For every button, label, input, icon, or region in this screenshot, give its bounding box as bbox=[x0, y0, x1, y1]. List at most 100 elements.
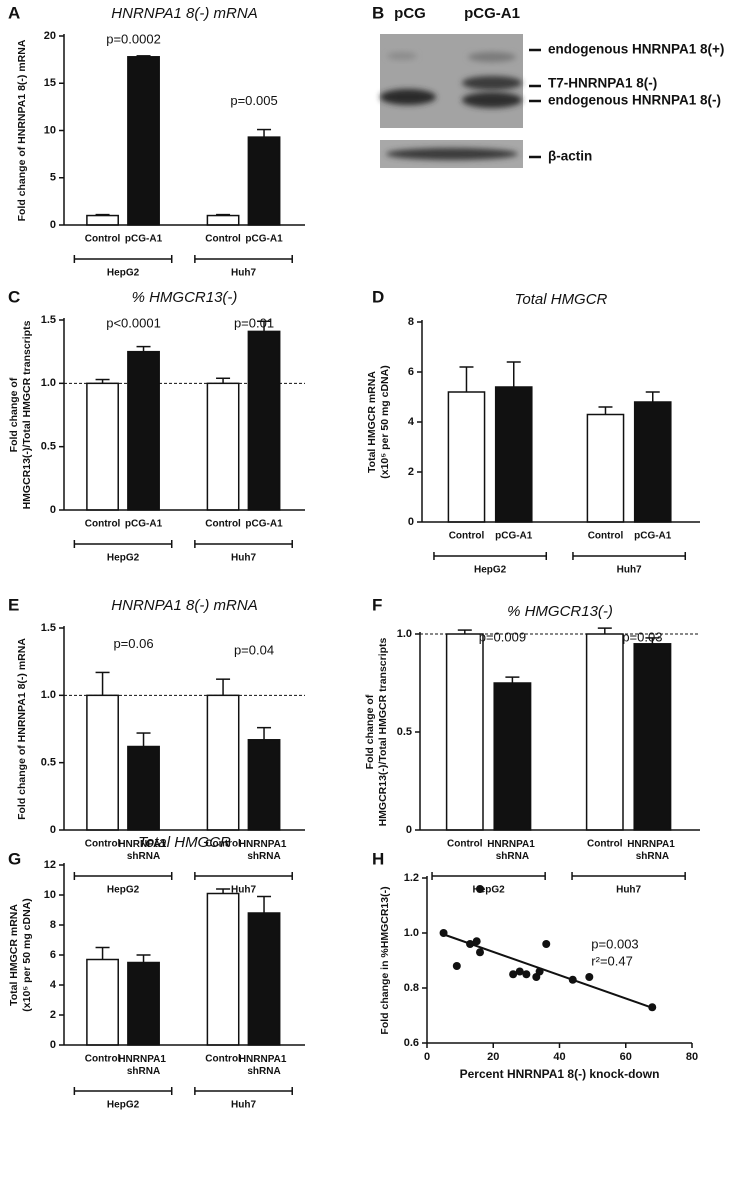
p-value: p=0.04 bbox=[234, 643, 274, 658]
fit-line bbox=[443, 933, 653, 1009]
y-tick-label: 0 bbox=[50, 824, 56, 836]
x-tick-label: HNRNPA1 shRNA bbox=[118, 1054, 168, 1077]
bar bbox=[494, 386, 533, 523]
x-tick-label: HNRNPA1 shRNA bbox=[239, 839, 289, 862]
bar bbox=[247, 330, 281, 511]
y-axis-label: Fold change of bbox=[364, 694, 376, 769]
x-tick-label: 0 bbox=[424, 1051, 430, 1063]
y-tick-label: 0.5 bbox=[41, 441, 56, 453]
x-tick-label: Control bbox=[205, 839, 241, 850]
x-tick-label: HNRNPA1 shRNA bbox=[239, 1054, 289, 1077]
y-tick-label: 4 bbox=[408, 416, 415, 428]
bar bbox=[127, 961, 160, 1046]
y-axis-label: Total HMGCR mRNA bbox=[366, 371, 378, 473]
p-value: p=0.01 bbox=[234, 315, 274, 330]
y-tick-label: 10 bbox=[44, 124, 56, 136]
bar bbox=[585, 633, 624, 831]
chart-title: HNRNPA1 8(-) mRNA bbox=[111, 5, 257, 22]
y-tick-label: 8 bbox=[408, 316, 414, 328]
group-label: Huh7 bbox=[231, 553, 256, 564]
group-label: Huh7 bbox=[617, 565, 642, 576]
x-tick-label: Control bbox=[85, 839, 121, 850]
bar bbox=[447, 391, 486, 523]
blot-band bbox=[468, 52, 516, 62]
p-value: p=0.005 bbox=[230, 93, 277, 108]
x-tick-label: 80 bbox=[686, 1051, 698, 1063]
y-axis-label: HMGCR13(-)/Total HMGCR transcripts bbox=[377, 637, 389, 826]
blot-band bbox=[462, 92, 522, 108]
panel-letter: B bbox=[372, 3, 384, 22]
group-label: Huh7 bbox=[231, 1100, 256, 1111]
y-tick-label: 0.5 bbox=[41, 757, 56, 769]
x-tick-label: 40 bbox=[553, 1051, 565, 1063]
band-label: endogenous HNRNPA1 8(+) bbox=[548, 42, 724, 57]
group-label: HepG2 bbox=[474, 565, 507, 576]
blot-band bbox=[387, 52, 417, 60]
chart-title: Total HMGCR bbox=[138, 834, 231, 851]
x-tick-label: Control bbox=[85, 519, 121, 530]
x-tick-label: 20 bbox=[487, 1051, 499, 1063]
annotation: r²=0.47 bbox=[591, 953, 633, 968]
point bbox=[476, 885, 484, 893]
y-tick-label: 20 bbox=[44, 30, 56, 42]
bar bbox=[247, 912, 281, 1046]
x-tick-label: pCG-A1 bbox=[245, 519, 283, 530]
y-axis-label: Total HMGCR mRNA bbox=[8, 904, 20, 1006]
y-tick-label: 6 bbox=[50, 949, 56, 961]
p-value: p=0.0002 bbox=[106, 31, 161, 46]
group-label: HepG2 bbox=[107, 553, 140, 564]
x-tick-label: Control bbox=[447, 839, 483, 850]
group-label: HepG2 bbox=[472, 885, 505, 896]
x-tick-label: HNRNPA1 shRNA bbox=[118, 839, 168, 862]
y-tick-label: 0 bbox=[50, 1039, 56, 1051]
bar bbox=[206, 382, 240, 511]
x-tick-label: Control bbox=[449, 531, 485, 542]
y-tick-label: 15 bbox=[44, 77, 56, 89]
y-tick-label: 1.5 bbox=[41, 622, 56, 634]
x-tick-label: Control bbox=[85, 234, 121, 245]
y-tick-label: 1.0 bbox=[397, 628, 412, 640]
band-label: T7-HNRNPA1 8(-) bbox=[548, 76, 657, 91]
point bbox=[535, 967, 544, 976]
y-tick-label: 2 bbox=[50, 1009, 56, 1021]
y-tick-label: 10 bbox=[44, 889, 56, 901]
p-value: p=0.03 bbox=[622, 629, 662, 644]
y-tick-label: 1.5 bbox=[41, 314, 56, 326]
y-axis-label: Fold change in %HMGCR13(-) bbox=[379, 886, 391, 1034]
group-label: Huh7 bbox=[231, 268, 256, 279]
bar bbox=[86, 382, 119, 511]
bar bbox=[127, 745, 160, 831]
x-tick-label: pCG-A1 bbox=[245, 234, 283, 245]
bar bbox=[86, 958, 119, 1046]
group-label: HepG2 bbox=[107, 268, 140, 279]
panel-letter: G bbox=[8, 849, 21, 868]
y-tick-label: 0.6 bbox=[404, 1037, 419, 1049]
x-tick-label: 60 bbox=[620, 1051, 632, 1063]
y-tick-label: 0.5 bbox=[397, 726, 412, 738]
y-axis-label: Fold change of HNRNPA1 8(-) mRNA bbox=[16, 39, 28, 221]
x-tick-label: Control bbox=[205, 1054, 241, 1065]
x-tick-label: Control bbox=[588, 531, 624, 542]
bar bbox=[493, 682, 532, 831]
point bbox=[542, 940, 551, 948]
point bbox=[439, 929, 448, 937]
point bbox=[522, 970, 531, 979]
bar bbox=[206, 694, 240, 831]
x-tick-label: pCG-A1 bbox=[125, 519, 163, 530]
y-tick-label: 1.0 bbox=[41, 689, 56, 701]
x-tick-label: pCG-A1 bbox=[634, 531, 672, 542]
bar bbox=[633, 643, 672, 831]
chart-title: HNRNPA1 8(-) mRNA bbox=[111, 597, 257, 614]
bar bbox=[633, 401, 672, 523]
chart-title: % HMGCR13(-) bbox=[507, 603, 613, 620]
chart-title: % HMGCR13(-) bbox=[132, 289, 238, 306]
y-tick-label: 0 bbox=[50, 504, 56, 516]
group-label: Huh7 bbox=[231, 885, 256, 896]
bar bbox=[86, 694, 119, 831]
group-label: HepG2 bbox=[107, 1100, 140, 1111]
bar bbox=[206, 214, 240, 226]
x-axis-label: Percent HNRNPA1 8(-) knock-down bbox=[460, 1067, 660, 1081]
bar bbox=[206, 892, 240, 1046]
panel-letter: H bbox=[372, 849, 384, 868]
